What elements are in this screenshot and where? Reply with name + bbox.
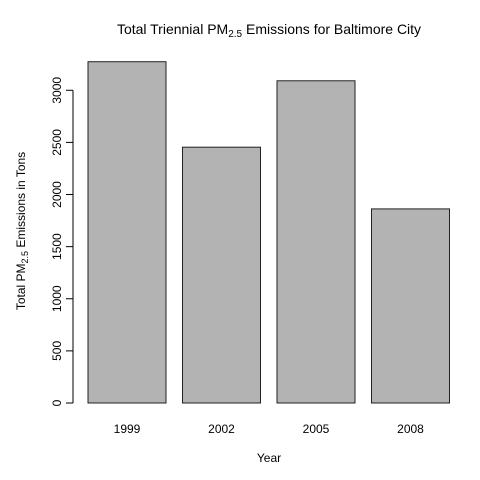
y-axis-label: Total PM2.5 Emissions in Tons xyxy=(14,152,30,310)
chart-title-subscript: 2.5 xyxy=(228,29,242,40)
x-tick-label-2002: 2002 xyxy=(208,422,235,436)
bar-1999 xyxy=(87,61,167,404)
y-axis-label-subscript: 2.5 xyxy=(20,251,30,264)
y-tick-label-500: 500 xyxy=(50,341,64,361)
chart-title-suffix: Emissions for Baltimore City xyxy=(242,21,421,37)
chart-title-prefix: Total Triennial PM xyxy=(117,21,228,37)
bar-2005 xyxy=(276,80,356,404)
chart-title: Total Triennial PM2.5 Emissions for Balt… xyxy=(117,21,421,40)
y-axis: 0 500 1000 1500 2000 2500 3000 xyxy=(50,77,74,406)
y-tick-label-2000: 2000 xyxy=(50,181,64,208)
x-tick-label-2008: 2008 xyxy=(397,422,424,436)
x-tick-label-1999: 1999 xyxy=(114,422,141,436)
x-axis-label: Year xyxy=(257,451,281,465)
bars-group xyxy=(87,61,450,404)
y-axis-label-prefix: Total PM xyxy=(14,263,28,310)
y-tick-label-2500: 2500 xyxy=(50,129,64,156)
x-tick-labels: 1999 2002 2005 2008 xyxy=(114,422,425,436)
y-tick-label-0: 0 xyxy=(50,399,64,406)
bar-2008 xyxy=(371,208,450,404)
y-axis-label-suffix: Emissions in Tons xyxy=(14,152,28,251)
y-tick-label-1000: 1000 xyxy=(50,285,64,312)
y-tick-label-3000: 3000 xyxy=(50,77,64,104)
x-tick-label-2005: 2005 xyxy=(303,422,330,436)
bar-2002 xyxy=(182,146,261,404)
y-tick-label-1500: 1500 xyxy=(50,233,64,260)
